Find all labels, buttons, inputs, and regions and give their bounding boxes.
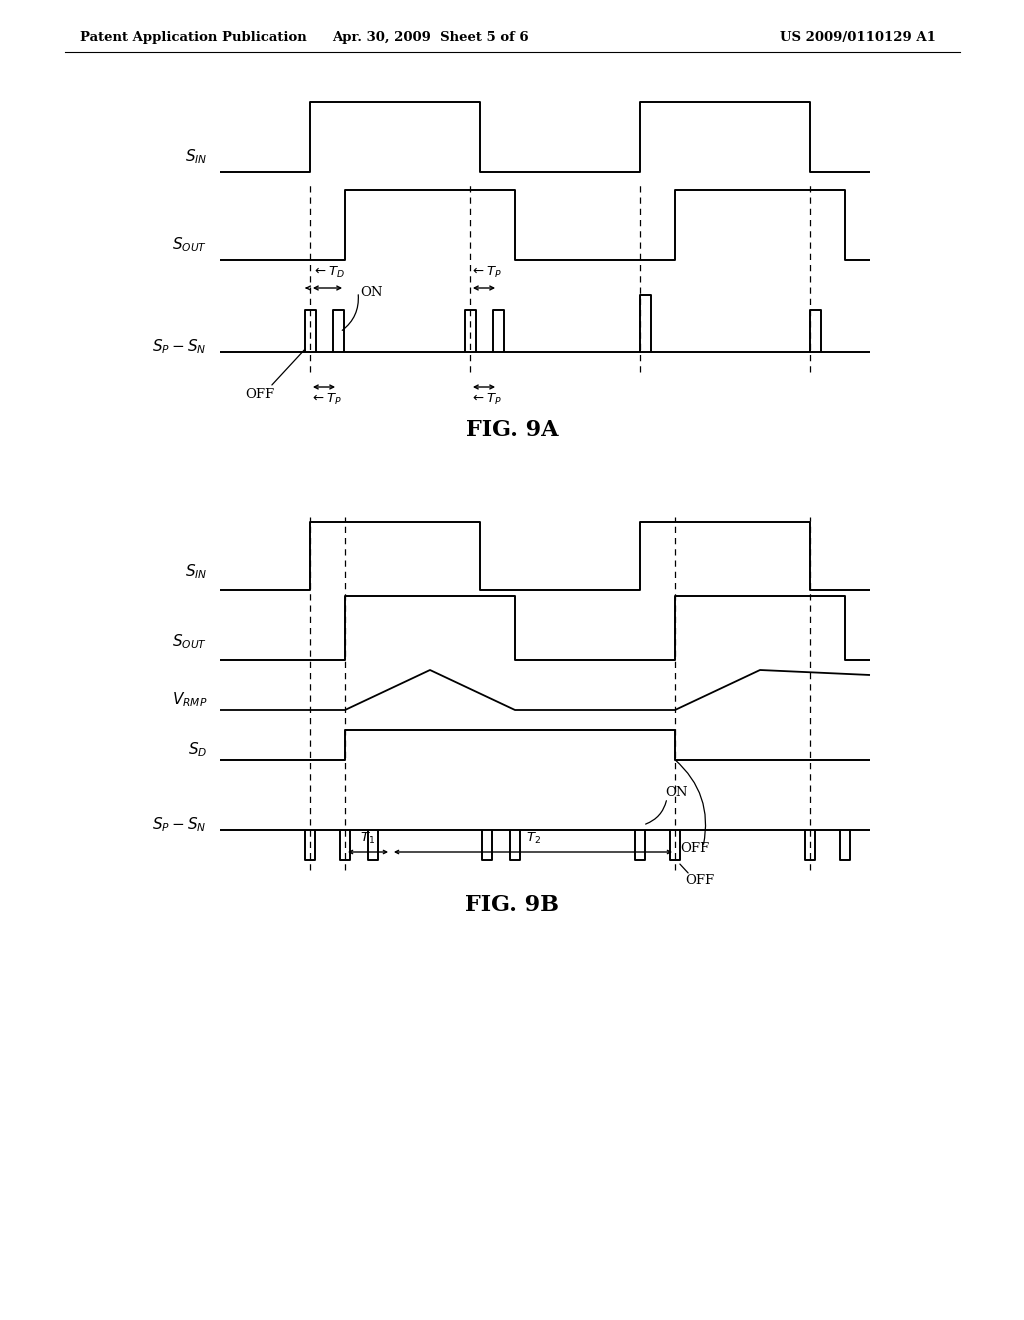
Text: ON: ON [360, 285, 383, 298]
Text: ON: ON [665, 785, 687, 799]
Text: $S_{OUT}$: $S_{OUT}$ [172, 236, 207, 255]
Text: OFF: OFF [685, 874, 714, 887]
Text: US 2009/0110129 A1: US 2009/0110129 A1 [780, 30, 936, 44]
Text: $T_1$: $T_1$ [360, 830, 376, 846]
Text: $V_{RMP}$: $V_{RMP}$ [172, 690, 207, 709]
Text: $\leftarrow T_P$: $\leftarrow T_P$ [470, 392, 502, 407]
Text: Patent Application Publication: Patent Application Publication [80, 30, 307, 44]
Text: $S_{P}-S_{N}$: $S_{P}-S_{N}$ [153, 816, 207, 834]
Text: OFF: OFF [680, 842, 710, 855]
Text: Apr. 30, 2009  Sheet 5 of 6: Apr. 30, 2009 Sheet 5 of 6 [332, 30, 528, 44]
Text: $\leftarrow T_P$: $\leftarrow T_P$ [310, 392, 342, 407]
Text: $T_2$: $T_2$ [525, 830, 541, 846]
Text: $S_{D}$: $S_{D}$ [187, 741, 207, 759]
Text: $S_{OUT}$: $S_{OUT}$ [172, 632, 207, 651]
Text: $S_{P}-S_{N}$: $S_{P}-S_{N}$ [153, 338, 207, 356]
Text: $\leftarrow T_D$: $\leftarrow T_D$ [312, 265, 345, 280]
Text: $\leftarrow T_P$: $\leftarrow T_P$ [470, 265, 502, 280]
Text: $S_{IN}$: $S_{IN}$ [184, 562, 207, 581]
Text: OFF: OFF [245, 388, 274, 400]
Text: FIG. 9B: FIG. 9B [465, 894, 559, 916]
Text: $S_{IN}$: $S_{IN}$ [184, 148, 207, 166]
Text: FIG. 9A: FIG. 9A [466, 418, 558, 441]
